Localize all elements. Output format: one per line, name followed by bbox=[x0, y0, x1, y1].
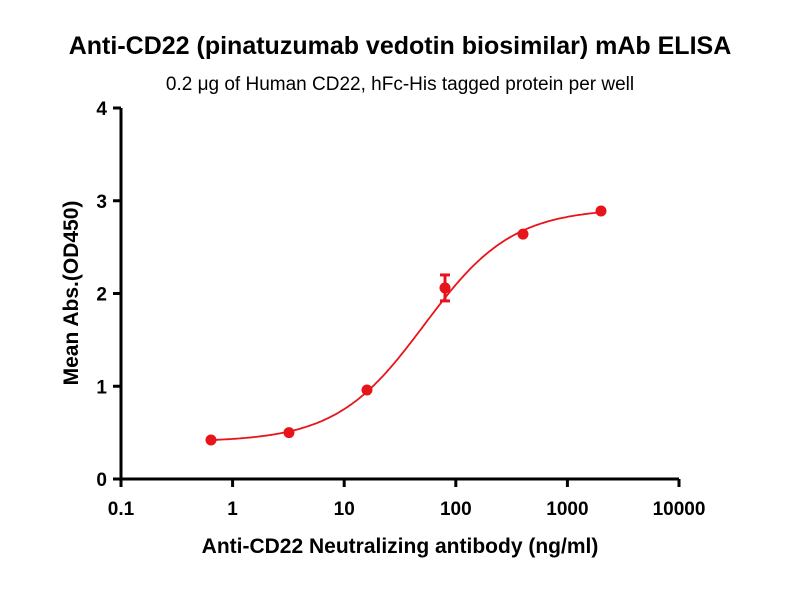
x-tick-label: 10 bbox=[334, 499, 355, 520]
y-axis-label: Mean Abs.(OD450) bbox=[60, 201, 83, 386]
x-tick-label: 10000 bbox=[653, 499, 706, 520]
data-point bbox=[595, 205, 607, 217]
chart-title: Anti-CD22 (pinatuzumab vedotin biosimila… bbox=[68, 32, 732, 60]
chart-subtitle: 0.2 μg of Human CD22, hFc-His tagged pro… bbox=[165, 74, 635, 95]
fit-curve bbox=[210, 211, 602, 441]
data-point bbox=[361, 384, 373, 396]
y-tick-label: 0 bbox=[96, 470, 107, 491]
y-tick-label: 2 bbox=[96, 285, 107, 306]
x-tick-label: 1000 bbox=[546, 499, 588, 520]
x-axis-label: Anti-CD22 Neutralizing antibody (ng/ml) bbox=[202, 535, 599, 558]
x-tick-label: 100 bbox=[440, 499, 472, 520]
data-points-group bbox=[205, 205, 607, 446]
data-point bbox=[283, 427, 295, 439]
y-tick-label: 3 bbox=[96, 192, 107, 213]
x-tick-label: 0.1 bbox=[108, 499, 135, 520]
data-point bbox=[439, 282, 451, 294]
y-tick-label: 1 bbox=[96, 377, 107, 398]
axes: 0.1 1 10 100 1000 10000 0 1 2 3 4 bbox=[96, 99, 705, 520]
fit-curve-group bbox=[210, 211, 602, 441]
x-tick-label: 1 bbox=[227, 499, 238, 520]
y-tick-label: 4 bbox=[96, 99, 107, 120]
data-point bbox=[517, 228, 529, 240]
data-point bbox=[205, 434, 217, 446]
